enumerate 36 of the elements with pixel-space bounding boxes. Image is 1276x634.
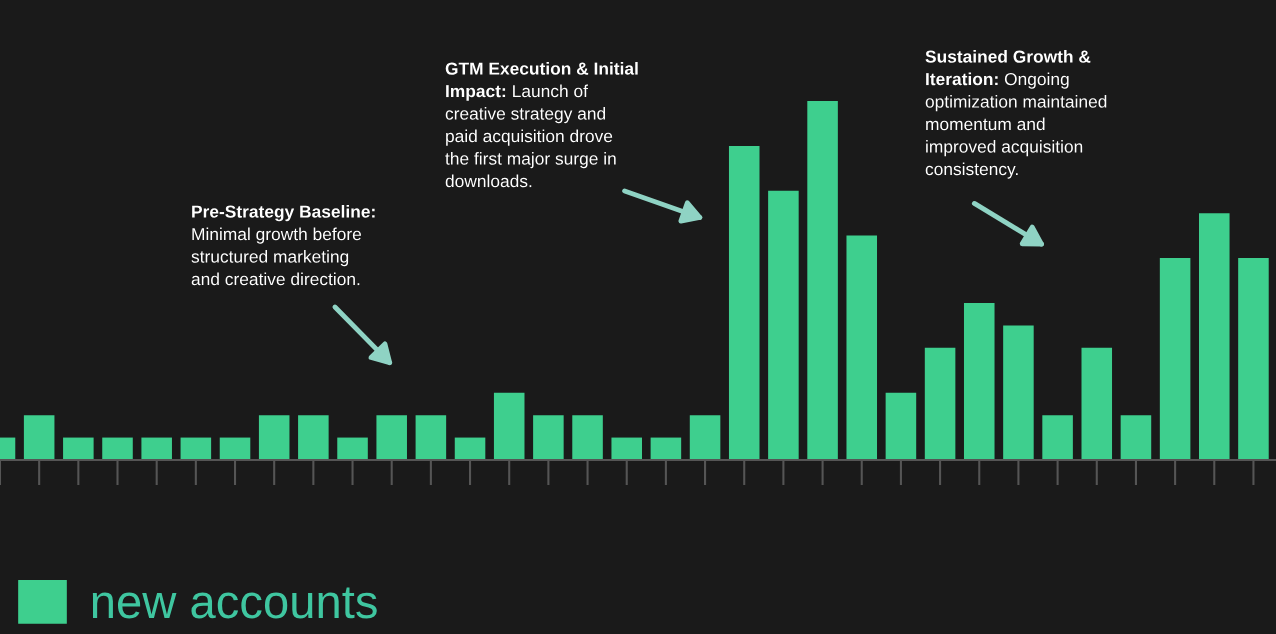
- bar: [141, 437, 172, 460]
- bar: [1120, 415, 1152, 460]
- bar: [689, 415, 721, 460]
- bar: [298, 415, 329, 460]
- bar: [768, 190, 799, 460]
- bar: [102, 437, 133, 460]
- annotation: Pre-Strategy Baseline: Minimal growth before structured marketing and creative direction.: [191, 205, 375, 286]
- bar: [180, 437, 212, 460]
- annotation: Sustained Growth & Iteration: Ongoing optimization maintained momentum and improved acquisition consistency.: [925, 50, 1107, 179]
- bar: [376, 415, 407, 460]
- bar: [885, 392, 917, 460]
- bar: [258, 415, 290, 460]
- annotation: GTM Execution & Initial Impact: Launch of creative strategy and paid acquisition drove the first major surge in downloads.: [445, 62, 638, 188]
- bar: [219, 437, 251, 460]
- bar: [415, 415, 447, 460]
- bar: [924, 347, 956, 460]
- bar: [337, 437, 368, 460]
- bar: [1042, 415, 1073, 460]
- bar: [493, 392, 525, 460]
- bar: [728, 145, 760, 460]
- bar: [1238, 258, 1269, 460]
- bar: [807, 101, 838, 460]
- bar: [533, 415, 564, 460]
- bar: [611, 437, 642, 460]
- bar: [1159, 258, 1191, 460]
- bar: [63, 437, 94, 460]
- bar: [454, 437, 486, 460]
- bar: [572, 415, 603, 460]
- legend-label: new accounts: [92, 587, 377, 619]
- bar: [846, 235, 878, 460]
- bar: [963, 302, 995, 460]
- bar: [1003, 325, 1034, 460]
- bar: [1199, 213, 1230, 460]
- bar: [23, 415, 55, 460]
- bar: [1081, 347, 1113, 460]
- bar: [650, 437, 682, 460]
